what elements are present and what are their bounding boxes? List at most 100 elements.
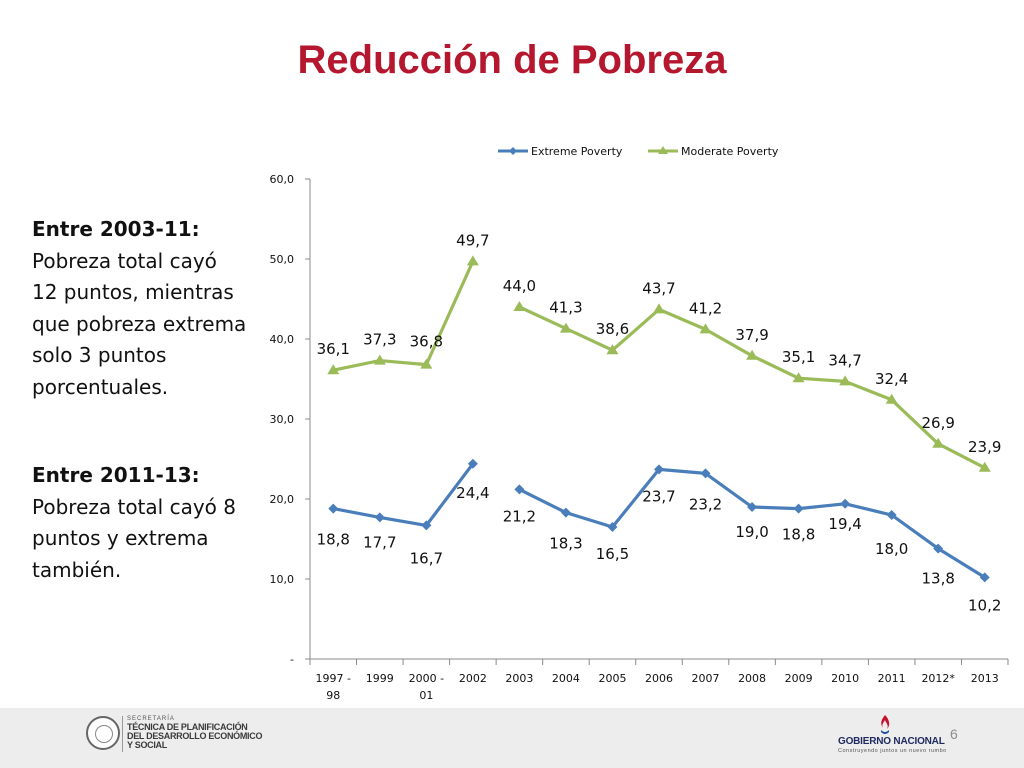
legend-label: Moderate Poverty	[681, 145, 779, 158]
extreme-poverty-label: 23,7	[642, 487, 675, 505]
summary-2011-13-text: Pobreza total cayó 8 puntos y extrema ta…	[32, 494, 236, 582]
moderate-poverty-label: 36,8	[410, 333, 443, 351]
x-tick-label: 2006	[645, 672, 673, 685]
moderate-poverty-point	[839, 375, 852, 386]
secretaria-label: SECRETARÍA	[127, 716, 175, 722]
extreme-poverty-point	[886, 510, 897, 520]
x-tick-label: 2011	[878, 672, 906, 685]
moderate-poverty-point	[885, 393, 898, 404]
moderate-poverty-point	[653, 303, 665, 314]
x-tick-label: 2010	[831, 672, 859, 685]
moderate-poverty-point	[513, 301, 526, 311]
moderate-poverty-point	[932, 437, 945, 448]
extreme-poverty-point	[328, 503, 339, 514]
legend-marker	[658, 146, 668, 154]
moderate-poverty-point	[466, 255, 479, 266]
poverty-line-chart: - 10,0 20,0 30,0 40,0 50,0 60,0 1997 - 98 1999 200…	[270, 145, 1009, 702]
y-tick-label: 60,0	[270, 173, 295, 186]
moderate-poverty-label: 38,6	[596, 320, 629, 338]
series-line-moderate-poverty	[332, 260, 475, 372]
extreme-poverty-point	[467, 458, 478, 469]
x-tick-label: 2009	[785, 672, 813, 685]
national-seal-icon	[86, 716, 120, 750]
extreme-poverty-label: 10,2	[968, 596, 1001, 614]
y-tick-label: 40,0	[270, 333, 295, 346]
extreme-poverty-label: 13,8	[921, 570, 954, 588]
moderate-poverty-label: 26,9	[921, 414, 954, 432]
moderate-poverty-label: 37,3	[363, 331, 396, 349]
moderate-poverty-point	[606, 344, 619, 355]
moderate-poverty-label: 23,9	[968, 438, 1001, 456]
y-tick-label: 10,0	[270, 573, 295, 586]
moderate-poverty-label: 37,9	[735, 326, 768, 344]
x-tick-label: 1999	[366, 672, 394, 685]
moderate-poverty-label: 35,1	[782, 348, 815, 366]
moderate-poverty-label: 34,7	[828, 351, 861, 369]
extreme-poverty-label: 19,0	[735, 523, 768, 541]
extreme-poverty-label: 18,8	[317, 531, 350, 549]
x-tick-label: 2003	[505, 672, 533, 685]
extreme-poverty-point	[607, 522, 618, 532]
summary-2011-13: Entre 2011-13: Pobreza total cayó 8 punt…	[32, 460, 236, 586]
y-tick-label: 50,0	[270, 253, 295, 266]
y-tick-label: 20,0	[270, 493, 295, 506]
extreme-poverty-point	[840, 498, 851, 509]
moderate-poverty-label: 41,2	[689, 299, 722, 317]
moderate-poverty-point	[373, 354, 386, 365]
gobierno-flame-icon	[881, 715, 890, 734]
legend-label: Extreme Poverty	[531, 145, 623, 158]
x-tick-label: 2007	[692, 672, 720, 685]
moderate-poverty-label: 43,7	[642, 279, 675, 297]
extreme-poverty-point	[747, 502, 758, 512]
extreme-poverty-point	[654, 464, 664, 475]
x-tick-label: 2002	[459, 672, 487, 685]
legend-marker	[509, 147, 517, 155]
footer-bar	[0, 708, 1024, 768]
extreme-poverty-label: 16,5	[596, 545, 629, 563]
x-tick-label: 2004	[552, 672, 580, 685]
x-tick-label: 2005	[598, 672, 626, 685]
summary-2003-11: Entre 2003-11: Pobreza total cayó 12 pun…	[32, 214, 246, 403]
extreme-poverty-label: 17,7	[363, 533, 396, 551]
x-tick-label: 01	[419, 689, 433, 702]
secretaria-name: TÉCNICA DE PLANIFICACIÓN DEL DESARROLLO …	[127, 722, 263, 750]
x-tick-label: 2013	[971, 672, 999, 685]
extreme-poverty-point	[933, 543, 944, 554]
extreme-poverty-point	[793, 503, 804, 514]
moderate-poverty-label: 49,7	[456, 231, 489, 249]
x-tick-label: 1997 -	[316, 672, 351, 685]
moderate-poverty-label: 32,4	[875, 370, 908, 388]
x-tick-label: 2008	[738, 672, 766, 685]
extreme-poverty-point	[514, 484, 525, 495]
moderate-poverty-point	[746, 349, 759, 360]
gobierno-tagline: Construyendo juntos un nuevo rumbo	[838, 748, 947, 754]
series-line-extreme-poverty	[332, 462, 475, 528]
extreme-poverty-point	[560, 507, 571, 518]
gobierno-nacional-name: GOBIERNO NACIONAL	[838, 736, 945, 747]
summary-2011-13-heading: Entre 2011-13:	[32, 463, 200, 487]
footer-divider	[122, 716, 123, 752]
y-tick-label: 30,0	[270, 413, 295, 426]
moderate-poverty-label: 36,1	[317, 340, 350, 358]
extreme-poverty-point	[374, 512, 385, 523]
x-tick-label: 98	[326, 689, 340, 702]
moderate-poverty-point	[559, 322, 572, 333]
slide-title: Reducción de Pobreza	[297, 38, 727, 82]
extreme-poverty-point	[979, 572, 990, 583]
moderate-poverty-label: 44,0	[503, 277, 536, 295]
extreme-poverty-label: 18,8	[782, 526, 815, 544]
extreme-poverty-point	[421, 520, 432, 531]
extreme-poverty-label: 23,2	[689, 495, 722, 513]
extreme-poverty-label: 18,0	[875, 540, 908, 558]
summary-2003-11-text: Pobreza total cayó 12 puntos, mientras q…	[32, 248, 247, 399]
moderate-poverty-point	[978, 461, 991, 472]
x-tick-label: 2000 -	[409, 672, 444, 685]
moderate-poverty-point	[327, 364, 340, 375]
extreme-poverty-label: 24,4	[456, 484, 489, 502]
extreme-poverty-label: 18,3	[549, 535, 582, 553]
moderate-poverty-point	[699, 323, 712, 334]
page-number: 6	[950, 726, 958, 742]
summary-2003-11-heading: Entre 2003-11:	[32, 217, 200, 241]
extreme-poverty-label: 16,7	[410, 549, 443, 567]
moderate-poverty-point	[792, 372, 805, 383]
